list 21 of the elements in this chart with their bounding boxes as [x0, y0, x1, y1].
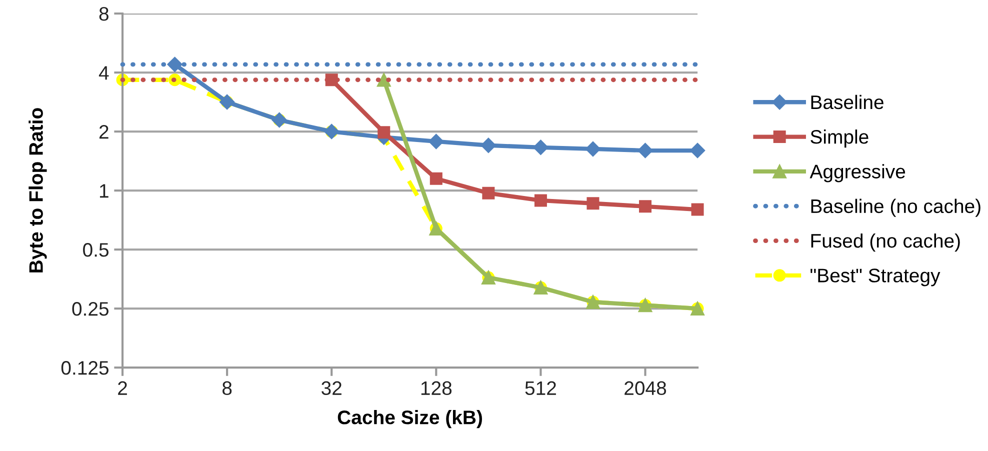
- legend-label: Baseline: [811, 94, 884, 110]
- legend-label: "Best" Strategy: [810, 268, 940, 286]
- y-tick-label: 2: [99, 125, 108, 139]
- y-tick-label: 0.125: [61, 361, 109, 375]
- y-tick-label: 4: [98, 66, 109, 80]
- x-tick-label: 512: [525, 381, 556, 396]
- x-tick-label: 32: [322, 381, 342, 396]
- x-tick-label: 2048: [624, 381, 666, 396]
- y-tick-label: 1: [100, 184, 108, 198]
- y-tick-label: 0.5: [83, 243, 109, 257]
- x-axis-title: Cache Size (kB): [338, 410, 482, 428]
- legend-label: Fused (no cache): [811, 233, 960, 252]
- legend-label: Simple: [810, 130, 868, 148]
- legend-label: Aggressive: [810, 164, 906, 182]
- x-tick-label: 8: [222, 381, 232, 396]
- y-tick-label: 8: [99, 7, 108, 21]
- y-axis-title: Byte to Flop Ratio: [28, 108, 47, 272]
- x-tick-label: 128: [421, 381, 452, 396]
- y-tick-label: 0.25: [72, 302, 109, 316]
- legend-label: Baseline (no cache): [811, 198, 980, 217]
- x-tick-label: 2: [118, 381, 127, 395]
